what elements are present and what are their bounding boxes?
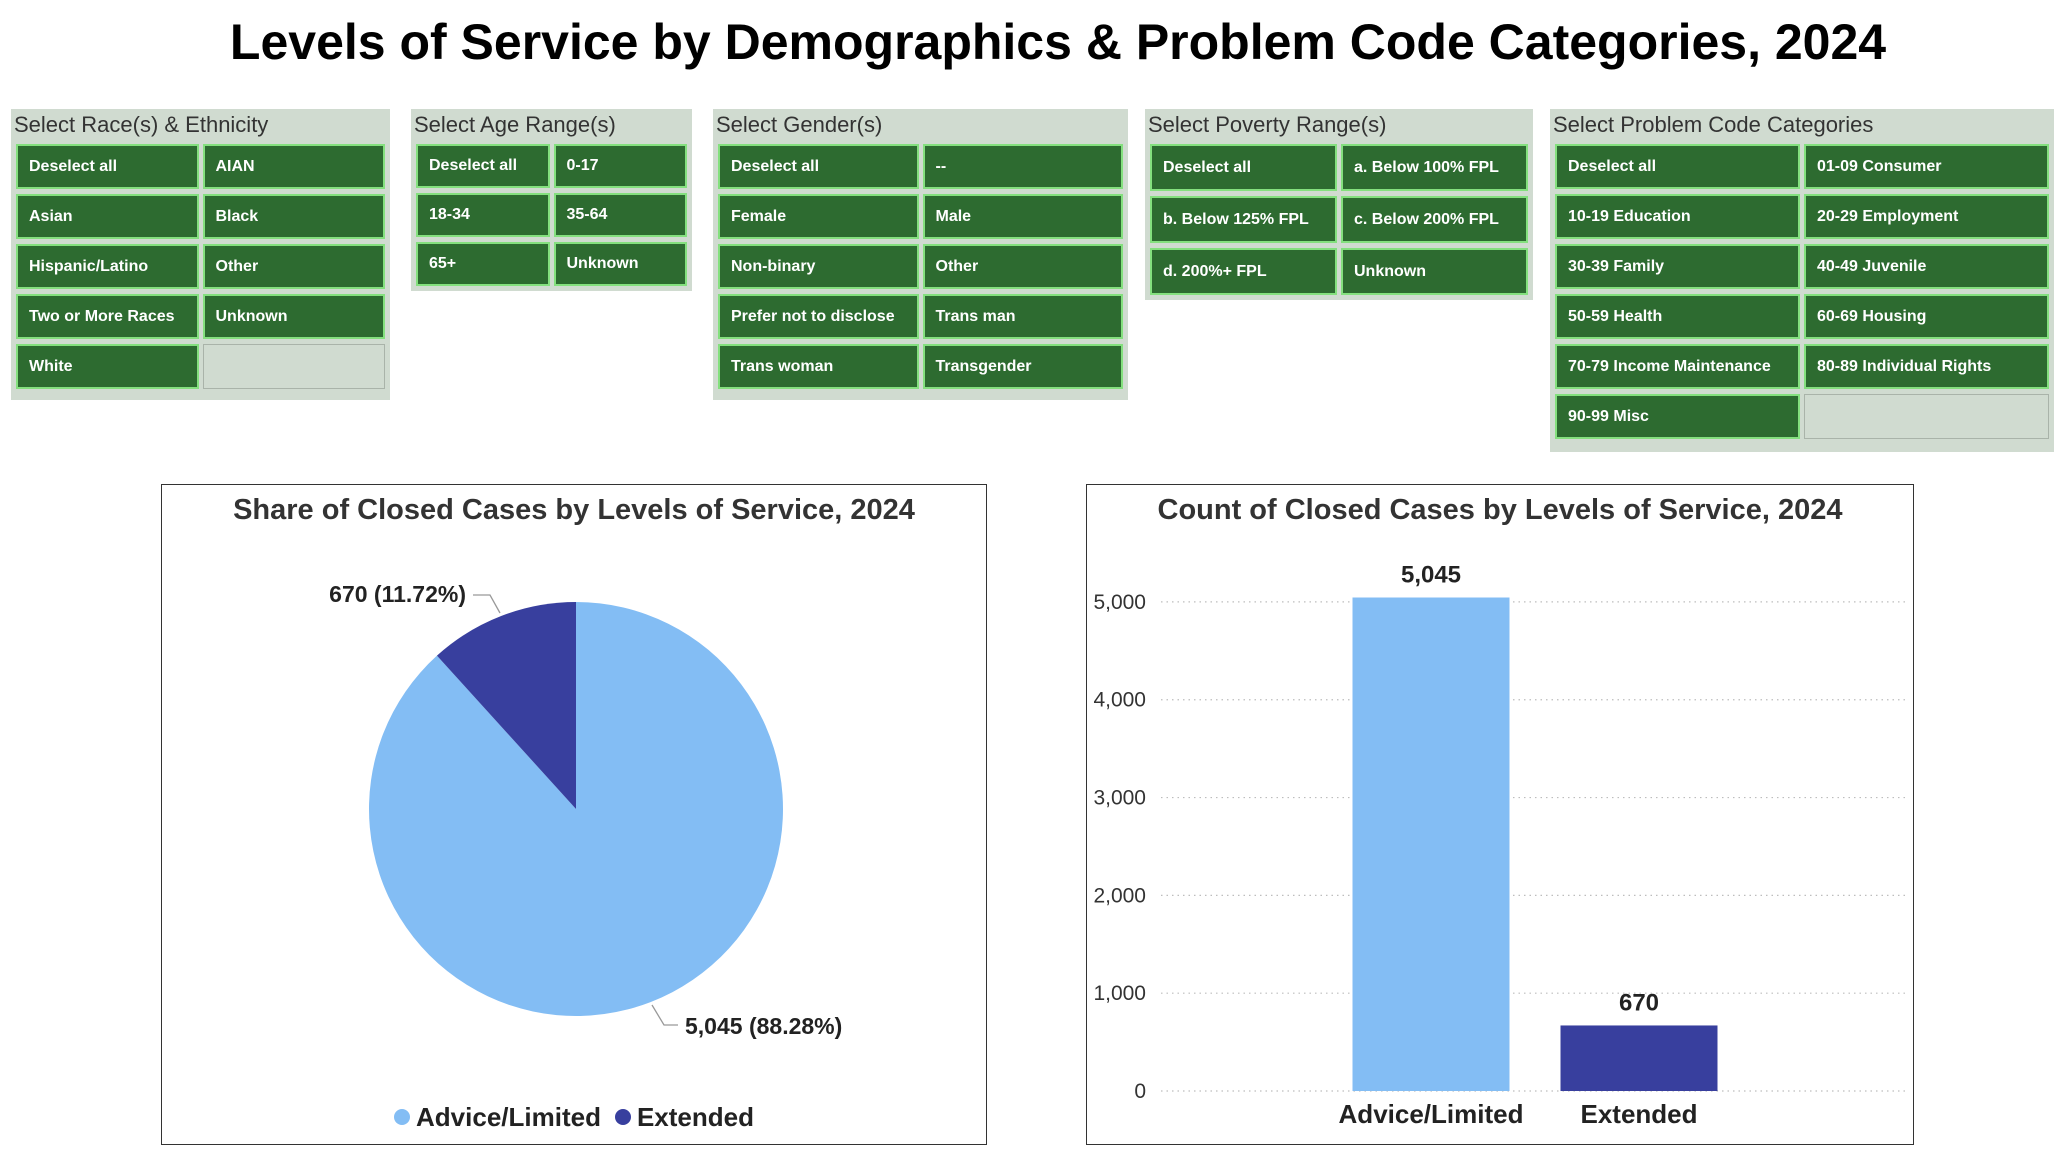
chart-title: Count of Closed Cases by Levels of Servi… bbox=[1157, 494, 1843, 526]
bar-gridlines: 0 1,000 2,000 3,000 4,000 5,000 bbox=[1093, 591, 1909, 1103]
chart-legend: Advice/Limited Extended bbox=[162, 1100, 986, 1134]
slicer-option-transgender[interactable]: Transgender bbox=[922, 344, 1123, 389]
pie-chart-panel: 670 (11.72%) 5,045 (88.28%) Share of Clo… bbox=[161, 484, 987, 1145]
bar-chart-panel: 0 1,000 2,000 3,000 4,000 5,000 5,045 Advice/L… bbox=[1086, 484, 1914, 1145]
slicer-option-d-200-fpl[interactable]: d. 200%+ FPL bbox=[1150, 248, 1337, 295]
slicer-header: Select Poverty Range(s) bbox=[1148, 112, 1387, 137]
poverty-range-slicer: Select Poverty Range(s) Deselect all a. B… bbox=[1145, 109, 1533, 300]
slicer-option-male[interactable]: Male bbox=[922, 194, 1123, 239]
slicer-options: Deselect all 01-09 Consumer 10-19 Educatio… bbox=[1550, 144, 2054, 439]
y-tick-label: 4,000 bbox=[1093, 689, 1146, 712]
slicer-option-hispanic-latino[interactable]: Hispanic/Latino bbox=[16, 244, 199, 289]
slicer-empty-cell bbox=[1804, 394, 2049, 439]
slicer-option-a-below-100-fpl[interactable]: a. Below 100% FPL bbox=[1341, 144, 1528, 191]
slicer-option-30-39-family[interactable]: 30-39 Family bbox=[1555, 244, 1800, 289]
bar-extended[interactable] bbox=[1560, 1025, 1718, 1091]
bar-marks: 5,045 Advice/Limited 670 Extended bbox=[1339, 562, 1718, 1129]
slicer-option-non-binary[interactable]: Non-binary bbox=[718, 244, 919, 289]
slicer-option-trans-man[interactable]: Trans man bbox=[922, 294, 1123, 339]
pie-slices bbox=[369, 602, 783, 1017]
bar-value-label: 670 bbox=[1619, 989, 1659, 1016]
slicer-empty-cell bbox=[202, 344, 385, 389]
legend-label: Advice/Limited bbox=[416, 1101, 601, 1132]
bar-chart: 0 1,000 2,000 3,000 4,000 5,000 5,045 Advice/L… bbox=[1093, 562, 1909, 1129]
legend-marker bbox=[394, 1109, 411, 1125]
slicer-option-unknown[interactable]: Unknown bbox=[553, 242, 687, 286]
slicer-option-90-99-misc[interactable]: 90-99 Misc bbox=[1555, 394, 1800, 439]
y-tick-label: 1,000 bbox=[1093, 982, 1146, 1005]
slicer-option-white[interactable]: White bbox=[16, 344, 199, 389]
slicer-option-female[interactable]: Female bbox=[718, 194, 919, 239]
y-tick-label: 0 bbox=[1134, 1080, 1146, 1103]
legend-marker bbox=[614, 1109, 631, 1125]
slicer-options: Deselect all -- Female Male Non-binary Other P… bbox=[713, 144, 1128, 389]
pie-data-label: 5,045 (88.28%) bbox=[685, 1013, 842, 1039]
y-tick-label: 5,000 bbox=[1093, 591, 1146, 614]
legend-item-advice-limited[interactable]: Advice/Limited bbox=[394, 1102, 601, 1133]
slicer-option-deselect-all[interactable]: Deselect all bbox=[16, 144, 199, 189]
x-category-label: Advice/Limited bbox=[1339, 1099, 1524, 1129]
y-tick-label: 3,000 bbox=[1093, 787, 1146, 810]
pie-slice-advice-limited[interactable] bbox=[369, 602, 783, 1017]
slicer-option-trans-woman[interactable]: Trans woman bbox=[718, 344, 919, 389]
slicer-option-prefer-not-to-disclose[interactable]: Prefer not to disclose bbox=[718, 294, 919, 339]
pie-chart: 670 (11.72%) 5,045 (88.28%) bbox=[329, 581, 842, 1039]
slicer-option-80-89-individual-rights[interactable]: 80-89 Individual Rights bbox=[1804, 344, 2049, 389]
slicer-option-two-or-more-races[interactable]: Two or More Races bbox=[16, 294, 199, 339]
gender-slicer: Select Gender(s) Deselect all -- Female Mal… bbox=[713, 109, 1128, 400]
slicer-option-c-below-200-fpl[interactable]: c. Below 200% FPL bbox=[1341, 196, 1528, 243]
slicer-option-deselect-all[interactable]: Deselect all bbox=[718, 144, 919, 189]
chart-title: Share of Closed Cases by Levels of Servi… bbox=[233, 494, 915, 526]
slicer-option-other[interactable]: Other bbox=[922, 244, 1123, 289]
bar-advice-limited[interactable] bbox=[1352, 597, 1510, 1091]
legend-label: Extended bbox=[636, 1101, 754, 1132]
slicer-option-deselect-all[interactable]: Deselect all bbox=[416, 144, 550, 188]
slicer-option-65[interactable]: 65+ bbox=[416, 242, 550, 286]
slicer-option-20-29-employment[interactable]: 20-29 Employment bbox=[1804, 194, 2049, 239]
page-title: Levels of Service by Demographics & Prob… bbox=[229, 14, 1887, 70]
slicer-header: Select Gender(s) bbox=[716, 112, 883, 137]
x-category-label: Extended bbox=[1580, 1099, 1697, 1129]
legend-item-extended[interactable]: Extended bbox=[614, 1101, 754, 1133]
age-range-slicer: Select Age Range(s) Deselect all 0-17 18-3… bbox=[411, 109, 692, 291]
slicer-header: Select Age Range(s) bbox=[414, 112, 616, 137]
bar-value-label: 5,045 bbox=[1401, 562, 1461, 589]
slicer-option-10-19-education[interactable]: 10-19 Education bbox=[1555, 194, 1800, 239]
slicer-option-b-below-125-fpl[interactable]: b. Below 125% FPL bbox=[1150, 196, 1337, 243]
problem-code-slicer: Select Problem Code Categories Deselect … bbox=[1550, 109, 2054, 452]
slicer-header: Select Race(s) & Ethnicity bbox=[14, 112, 269, 137]
slicer-options: Deselect all AIAN Asian Black Hispanic/Latin… bbox=[11, 144, 390, 389]
slicer-option-0-17[interactable]: 0-17 bbox=[553, 144, 687, 188]
pie-slice-extended[interactable] bbox=[436, 602, 576, 809]
race-ethnicity-slicer: Select Race(s) & Ethnicity Deselect all A… bbox=[11, 109, 390, 400]
slicer-option-70-79-income-maintenance[interactable]: 70-79 Income Maintenance bbox=[1555, 344, 1800, 389]
slicer-option-35-64[interactable]: 35-64 bbox=[553, 193, 687, 237]
slicer-option-aian[interactable]: AIAN bbox=[202, 144, 385, 189]
slicer-option-other[interactable]: Other bbox=[202, 244, 385, 289]
pie-data-label: 670 (11.72%) bbox=[329, 581, 466, 607]
slicer-option-40-49-juvenile[interactable]: 40-49 Juvenile bbox=[1804, 244, 2049, 289]
slicer-option-black[interactable]: Black bbox=[202, 194, 385, 239]
slicer-options: Deselect all 0-17 18-34 35-64 65+ Unknown bbox=[411, 144, 692, 286]
slicer-option-deselect-all[interactable]: Deselect all bbox=[1150, 144, 1337, 191]
pie-leader-line bbox=[473, 594, 501, 614]
slicer-option-asian[interactable]: Asian bbox=[16, 194, 199, 239]
slicer-option-unknown[interactable]: Unknown bbox=[202, 294, 385, 339]
slicer-option-deselect-all[interactable]: Deselect all bbox=[1555, 144, 1800, 189]
slicer-option-01-09-consumer[interactable]: 01-09 Consumer bbox=[1804, 144, 2049, 189]
slicer-option-50-59-health[interactable]: 50-59 Health bbox=[1555, 294, 1800, 339]
slicer-options: Deselect all a. Below 100% FPL b. Below 12… bbox=[1145, 144, 1533, 295]
slicer-option-18-34[interactable]: 18-34 bbox=[416, 193, 550, 237]
slicer-option-blank[interactable]: -- bbox=[922, 144, 1123, 189]
slicer-option-unknown[interactable]: Unknown bbox=[1341, 248, 1528, 295]
slicer-option-60-69-housing[interactable]: 60-69 Housing bbox=[1804, 294, 2049, 339]
y-tick-label: 2,000 bbox=[1093, 884, 1146, 907]
slicer-header: Select Problem Code Categories bbox=[1553, 112, 1874, 137]
pie-leader-line bbox=[651, 1004, 678, 1026]
